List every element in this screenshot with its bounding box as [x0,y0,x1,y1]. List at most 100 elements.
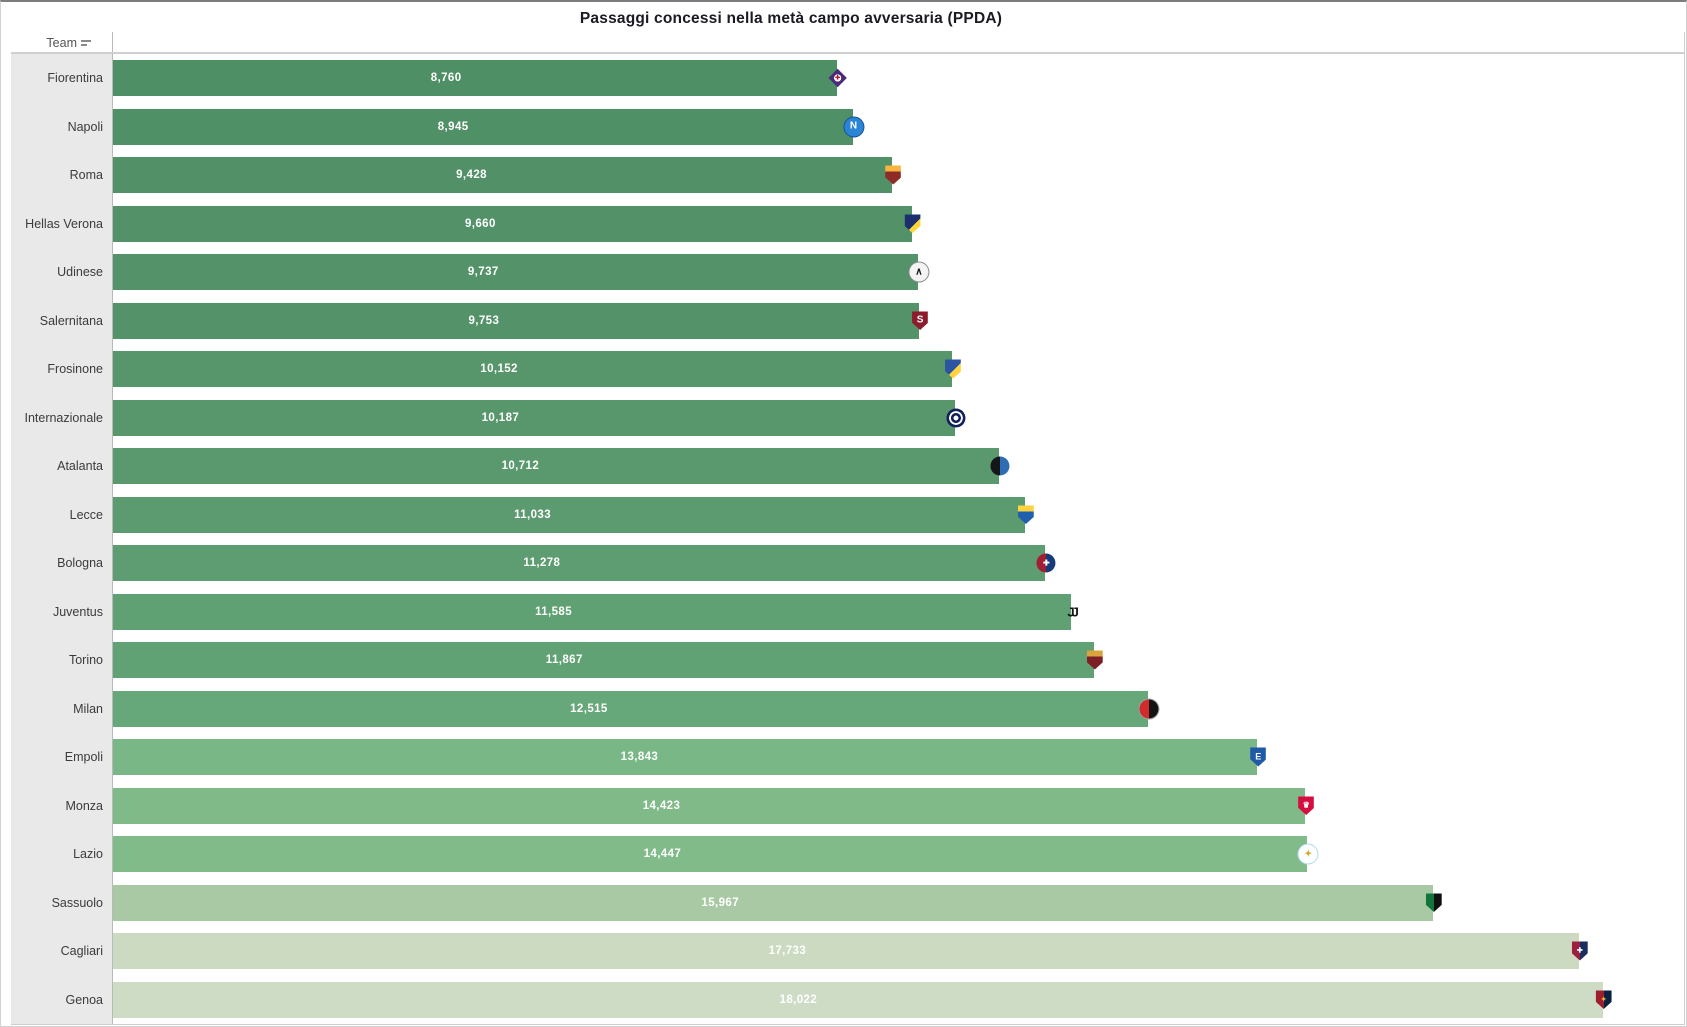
value-bar[interactable]: 13,843 E [113,739,1267,775]
bar-track: 8,760 ✚ [113,54,1683,103]
lecce-crest-icon [1017,505,1034,524]
bar-track: 12,515 [113,684,1683,733]
table-row: Roma 9,428 [11,151,1684,200]
crest-glyph: ✚ [1042,558,1050,567]
bar-value-label: 12,515 [570,702,608,715]
value-bar[interactable]: 17,733 ✚ [113,933,1588,969]
bar-track: 11,867 [113,636,1683,685]
bar-value-label: 13,843 [620,751,659,763]
team-label[interactable]: Milan [11,684,113,733]
value-bar[interactable]: 11,033 [113,496,1034,533]
value-bar[interactable]: 18,022 ✦ [113,981,1612,1018]
value-bar[interactable]: 8,760 ✚ [113,60,848,96]
value-bar[interactable]: 11,867 [113,642,1103,678]
value-bar[interactable]: 14,423 ♛ [113,787,1315,824]
team-label[interactable]: Internazionale [11,393,113,442]
value-bar[interactable]: 9,428 [113,157,902,193]
table-row: Frosinone 10,152 [11,345,1684,394]
atalanta-crest-icon [990,456,1010,476]
value-bar[interactable]: 10,187 [113,399,966,436]
team-label[interactable]: Empoli [11,733,113,782]
value-bar[interactable]: 15,967 [113,884,1442,921]
bar-track: 9,753 S [113,296,1683,345]
bar-value-label: 10,712 [501,460,540,472]
team-label[interactable]: Fiorentina [11,54,113,103]
team-label[interactable]: Genoa [11,975,113,1024]
bar-track: 13,843 E [113,733,1683,782]
column-header-team[interactable]: Team [11,32,113,52]
bar-value-label: 9,753 [468,314,500,327]
value-bar[interactable]: 14,447 ✦ [113,836,1318,872]
empoli-crest-icon: E [1250,747,1267,767]
bar-value-label: 9,428 [456,169,487,181]
value-bar[interactable]: 12,515 [113,690,1159,727]
value-bar[interactable]: 9,660 [113,205,921,242]
bar-track: 9,428 [113,151,1683,200]
team-label[interactable]: Hellas Verona [11,199,113,248]
team-label[interactable]: Salernitana [11,296,113,345]
bar-value-label: 11,033 [514,508,552,521]
team-label[interactable]: Cagliari [11,927,113,976]
team-label[interactable]: Juventus [11,587,113,636]
value-bar[interactable]: 11,585 JJ [113,593,1079,630]
crest-glyph: S [916,314,924,326]
bar-value-label: 11,867 [545,654,583,666]
table-row: Sassuolo 15,967 [11,878,1684,927]
bar-value-label: 18,022 [779,993,818,1006]
juventus-crest-icon: JJ [1063,602,1081,621]
value-bar[interactable]: 9,753 S [113,302,929,339]
udinese-crest-icon: ∧ [909,262,929,282]
bar-track: 9,660 [113,199,1683,248]
team-label[interactable]: Atalanta [11,442,113,491]
table-row: Milan 12,515 [11,684,1684,733]
bar-value-label: 11,585 [535,605,573,618]
team-label[interactable]: Lecce [11,490,113,539]
bologna-crest-icon: ✚ [1036,553,1056,573]
bar-value-label: 9,737 [467,266,499,278]
team-label[interactable]: Bologna [11,539,113,588]
bar-track: 18,022 ✦ [113,975,1683,1024]
table-row: Empoli 13,843 E [11,733,1684,782]
cagliari-crest-icon: ✚ [1571,941,1588,961]
table-row: Monza 14,423 ♛ [11,781,1684,830]
column-header-spacer [113,32,1684,52]
bar-track: 10,187 [113,393,1683,442]
bar-value-label: 10,152 [480,363,518,375]
napoli-crest-icon: N [843,117,863,136]
column-header-label: Team [46,36,77,50]
torino-crest-icon [1086,650,1103,670]
value-bar[interactable]: 10,712 [113,448,1010,484]
team-label[interactable]: Roma [11,151,113,200]
value-bar[interactable]: 8,945 N [113,108,863,145]
chart-rows: Fiorentina 8,760 ✚ Napoli 8,945 N Roma 9… [11,54,1684,1024]
bar-chart: Team Fiorentina 8,760 ✚ Napoli 8,945 N R… [11,32,1685,1025]
sort-icon[interactable] [81,39,92,48]
bar-track: 11,278 ✚ [113,539,1683,588]
table-row: Napoli 8,945 N [11,102,1684,151]
roma-crest-icon [885,165,902,185]
crest-glyph: ✚ [1576,947,1583,955]
team-label[interactable]: Udinese [11,248,113,297]
bar-value-label: 8,945 [437,120,469,133]
bar-track: 11,585 JJ [113,587,1683,636]
team-label[interactable]: Frosinone [11,345,113,394]
chart-title: Passaggi concessi nella metà campo avver… [579,10,1003,27]
value-bar[interactable]: 9,737 ∧ [113,254,929,290]
team-label[interactable]: Napoli [11,102,113,151]
bar-track: 10,152 [113,345,1683,394]
value-bar[interactable]: 11,278 ✚ [113,545,1056,581]
table-row: Genoa 18,022 ✦ [11,975,1684,1024]
table-row: Internazionale 10,187 [11,393,1684,442]
team-label[interactable]: Monza [11,781,113,830]
bar-value-label: 11,278 [523,557,561,569]
value-bar[interactable]: 10,152 [113,351,962,387]
team-label[interactable]: Sassuolo [11,878,113,927]
bar-track: 17,733 ✚ [113,927,1683,976]
bar-value-label: 10,187 [481,411,520,424]
team-label[interactable]: Torino [11,636,113,685]
team-label[interactable]: Lazio [11,830,113,879]
bar-track: 9,737 ∧ [113,248,1683,297]
table-row: Salernitana 9,753 S [11,296,1684,345]
hellas-verona-crest-icon [904,214,921,233]
table-row: Juventus 11,585 JJ [11,587,1684,636]
